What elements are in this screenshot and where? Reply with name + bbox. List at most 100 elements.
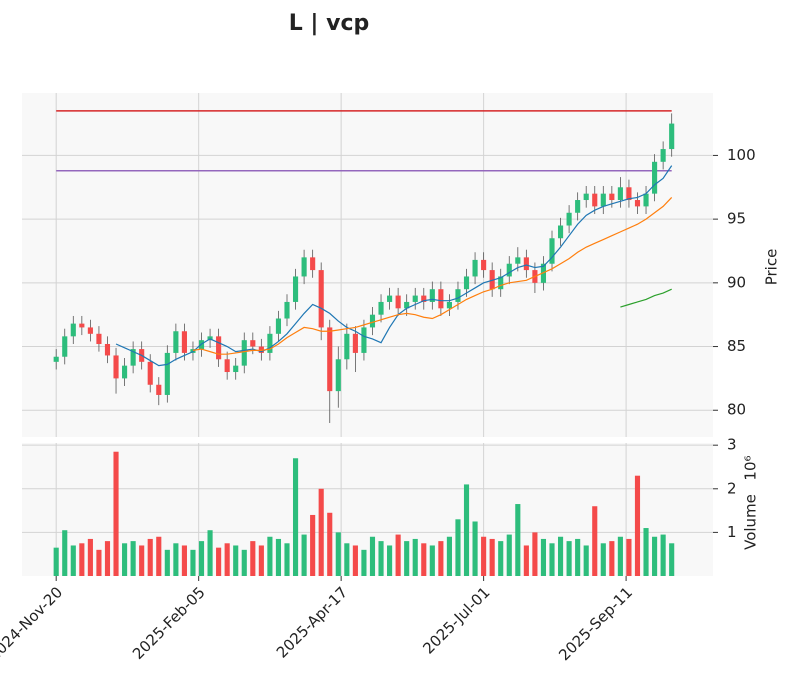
volume-bar [181,545,187,576]
volume-bar [634,475,641,576]
candle-body [267,333,273,353]
y-tick-label: 80 [727,401,746,419]
volume-bar [617,536,623,576]
volume-bar [301,534,307,576]
candle-body [241,340,247,366]
y-tick-label: 90 [727,273,746,291]
volume-bar [575,538,581,576]
candle-body [600,193,606,207]
volume-bar [387,545,393,576]
volume-bar [438,541,444,576]
volume-bar [275,538,282,576]
candle-body [62,336,68,357]
volume-bar [472,521,478,576]
candle-body [310,257,316,271]
candle-body [361,327,367,353]
volume-bar [609,541,615,576]
candle-body [626,187,632,201]
volume-bar [378,541,384,576]
volume-bar [652,536,658,576]
volume-bar [139,545,145,576]
candle-body [122,365,128,379]
candle-body [318,270,324,328]
candle-body [575,200,581,213]
volume-bar [70,545,76,576]
volume-bar [292,458,299,576]
volume-bar [233,545,239,576]
volume-bar [258,545,264,576]
candle-body [643,193,649,207]
candle-body [498,276,504,290]
volume-bar [96,549,102,576]
volume-bar [190,549,196,576]
volume-bar [429,545,435,576]
volume-bar [130,541,136,576]
candle-body [258,346,264,353]
volume-bar [643,528,649,576]
candle-body [335,359,341,392]
candle-body [87,327,93,334]
candle-body [634,200,641,207]
volume-bar [335,532,341,576]
candle-body [164,352,170,395]
volume-bar [284,543,290,576]
y-tick-label: 95 [727,210,746,228]
volume-bar [592,506,598,576]
candle-body [652,161,658,194]
candle-body [669,123,675,150]
volume-bar [62,530,68,576]
volume-bar [446,536,452,576]
volume-bar [515,504,521,576]
candle-body [378,301,384,315]
moving-average-line [115,165,673,367]
candle-body [429,289,435,302]
volume-bar [481,536,487,576]
candle-body [113,355,119,379]
y-tick-label: 3 [727,436,737,454]
volume-bar [412,538,418,576]
candle-body [301,257,307,277]
volume-bar [669,543,675,576]
volume-bar [267,536,273,576]
candle-body [233,365,239,373]
volume-bar [198,541,205,576]
candle-body [412,295,418,302]
candle-body [104,343,111,356]
candle-body [250,340,256,347]
chart-title: L | vcp [289,11,370,36]
volume-bar [557,536,564,576]
volume-bar [310,514,316,576]
volume-bar [498,541,504,576]
candle-body [592,193,598,207]
volume-bar [87,538,93,576]
candle-body [557,225,564,239]
candle-body [489,270,495,290]
candle-body [173,331,179,353]
volume-bar [53,547,59,576]
candle-body [523,257,529,271]
candle-body [472,259,478,277]
candle-body [369,314,376,328]
candle-body [292,276,299,302]
volume-panel [22,443,713,576]
candle-body [344,333,350,360]
volume-bar [327,512,333,576]
candle-body [506,263,512,277]
volume-bar [523,545,529,576]
y-tick-label: 1 [727,523,737,541]
candle-body [421,295,427,302]
volume-bar [113,451,119,576]
y-tick-label: 100 [727,146,756,164]
volume-bar [532,532,538,576]
candle-body [583,193,589,201]
candle-body [395,295,401,309]
volume-bar [156,536,162,576]
volume-bar [104,541,111,576]
volume-bar [241,549,247,576]
candle-body [463,276,470,290]
volume-bar [463,484,470,576]
candle-body [617,187,623,201]
volume-bar [421,543,427,576]
volume-bar [224,543,230,576]
candle-body [404,301,410,309]
